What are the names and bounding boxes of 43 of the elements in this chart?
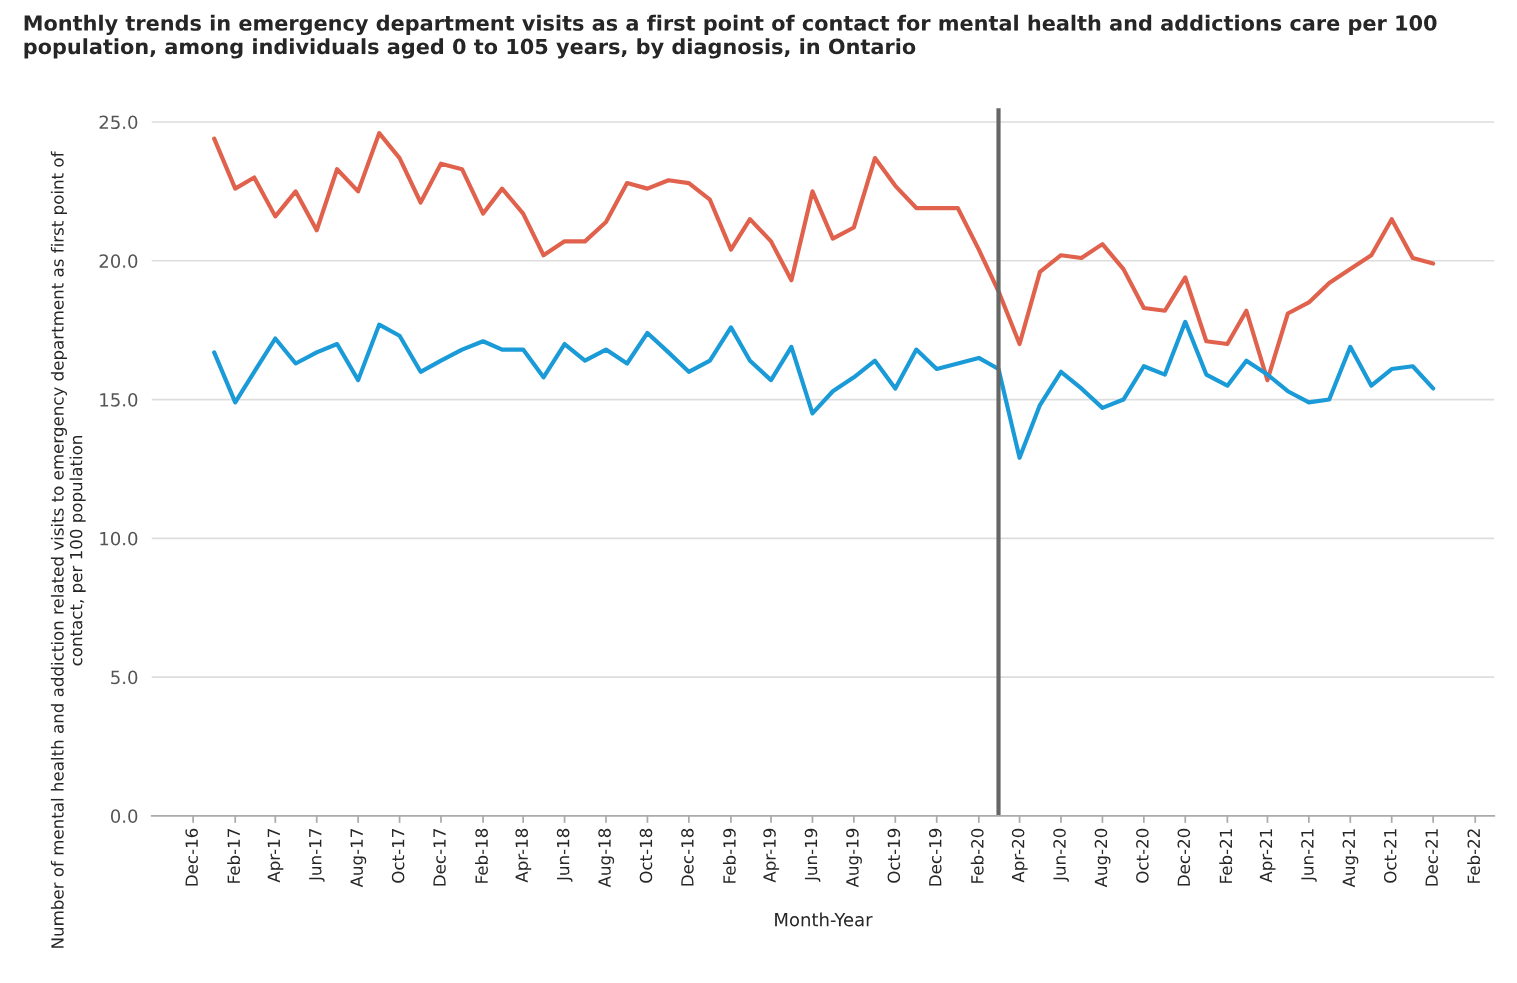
- line-series: [212, 319, 1436, 460]
- x-tick-label: Jun-20: [1053, 828, 1069, 882]
- x-tick-label: Feb-20: [970, 828, 984, 883]
- x-tick-label: Oct-17: [391, 829, 405, 883]
- y-tick-label: 5.0: [111, 670, 138, 685]
- x-tick-label: Feb-17: [227, 829, 241, 883]
- x-tick-label: Jun-17: [309, 829, 325, 882]
- x-tick-label: Oct-19: [887, 828, 901, 883]
- x-tick-label: Oct-18: [639, 828, 653, 883]
- x-tick-label: Aug-19: [846, 828, 862, 888]
- x-tick-label: Feb-21: [1219, 829, 1233, 883]
- x-axis-title: Month-Year: [775, 912, 873, 927]
- x-tick-label: Aug-18: [598, 828, 615, 888]
- x-tick-label: Feb-18: [475, 828, 488, 883]
- line-series: [212, 131, 1436, 383]
- x-tick-label: Jun-19: [804, 828, 821, 882]
- x-tick-label: Oct-20: [1136, 828, 1149, 883]
- x-tick-label: Jun-18: [556, 828, 573, 882]
- x-tick-label: Oct-21: [1383, 829, 1397, 883]
- x-tick-label: Dec-19: [928, 828, 942, 886]
- chart-title: Monthly trends in emergency department visits as a first point of contact for mental health and addictions care per 100 population, among individuals aged 0 to 105 years, by diagnosis, in Ontario: [24, 14, 1437, 59]
- y-tick-label: 20.0: [99, 254, 138, 268]
- x-tick-label: Apr-20: [1011, 828, 1028, 883]
- x-tick-label: Feb-22: [1467, 829, 1481, 883]
- x-tick-label: Apr-21: [1259, 829, 1276, 883]
- x-tick-label: Dec-18: [681, 828, 694, 886]
- x-tick-label: Dec-16: [185, 828, 198, 886]
- x-tick-label: Jun-21: [1301, 829, 1317, 882]
- x-tick-label: Aug-21: [1342, 829, 1359, 888]
- x-tick-label: Feb-19: [722, 828, 736, 883]
- y-tick-label: 0.0: [110, 809, 138, 824]
- x-tick-label: Dec-21: [1425, 829, 1438, 886]
- x-tick-label: Aug-20: [1094, 828, 1111, 888]
- x-tick-label: Aug-17: [350, 829, 367, 888]
- x-tick-label: Apr-18: [515, 828, 532, 883]
- x-tick-label: Dec-20: [1177, 828, 1191, 886]
- x-tick-label: Dec-17: [433, 829, 446, 886]
- y-tick-label: 15.0: [100, 393, 138, 407]
- y-tick-label: 25.0: [99, 115, 138, 130]
- y-axis-title: Number of mental health and addiction related visits to emergency department as first point of contact, per 100 population: [50, 151, 86, 948]
- x-tick-label: Apr-17: [267, 829, 284, 883]
- x-tick-label: Apr-19: [763, 828, 780, 883]
- y-tick-label: 10.0: [100, 531, 138, 546]
